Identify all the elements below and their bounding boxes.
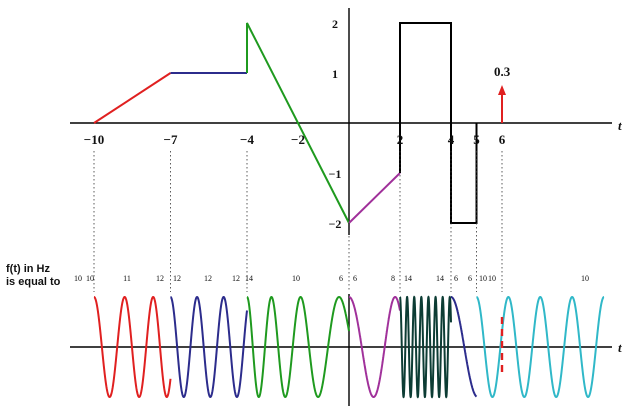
freq-caption-line2: is equal to xyxy=(6,276,61,288)
freq-label: 10 xyxy=(479,274,487,283)
freq-label: 14 xyxy=(436,274,444,283)
freq-label: 12 xyxy=(232,274,240,283)
chirp-segment-2 xyxy=(246,295,350,399)
x-tick-label: −10 xyxy=(84,132,104,147)
freq-label: 6 xyxy=(353,274,357,283)
chirp-segment-4 xyxy=(399,295,452,399)
chirp-segment-1 xyxy=(170,295,248,399)
segment-red-0 xyxy=(93,72,172,124)
t-axis-label-bottom: t xyxy=(618,340,622,355)
freq-label: 12 xyxy=(173,274,181,283)
x-tick-label: −2 xyxy=(291,132,305,147)
freq-label: 6 xyxy=(339,274,343,283)
freq-label: 12 xyxy=(156,274,164,283)
freq-label: 6 xyxy=(468,274,472,283)
x-tick-label: 5 xyxy=(473,132,480,147)
t-axis-label-top: t xyxy=(618,118,622,133)
x-tick-label: 6 xyxy=(499,132,506,147)
y-tick-label: −1 xyxy=(329,167,342,181)
chirp-segment-0 xyxy=(93,295,172,399)
chirp-waveform xyxy=(70,294,612,406)
freq-label: 6 xyxy=(454,274,458,283)
guide-lines: 10 10 11 12 12 12 12 14 10 6 6 8 14 14 6 6 10 10 10 xyxy=(74,151,589,292)
impulse-label: 0.3 xyxy=(494,64,511,79)
freq-label: 10 xyxy=(86,274,94,283)
freq-caption-line1: f(t) in Hz xyxy=(6,263,50,275)
y-tick-label: −2 xyxy=(329,217,342,231)
freq-label: 12 xyxy=(204,274,212,283)
freq-label: 10 xyxy=(292,274,300,283)
y-tick-label: 1 xyxy=(332,67,338,81)
x-tick-label: 2 xyxy=(397,132,404,147)
impulse-arrowhead xyxy=(498,85,506,95)
x-tick-label: −4 xyxy=(240,132,254,147)
segment-black-4 xyxy=(399,22,478,224)
segment-green-2 xyxy=(246,22,350,224)
freq-label: 10 xyxy=(488,274,496,283)
freq-label: 11 xyxy=(123,274,131,283)
segment-purple-3 xyxy=(348,172,401,224)
chirp-segment-5 xyxy=(450,296,478,398)
freq-label: 14 xyxy=(245,274,253,283)
freq-label: 14 xyxy=(404,274,412,283)
chirp-segment-3 xyxy=(348,296,401,398)
freq-label: 8 xyxy=(391,274,395,283)
freq-label: 10 xyxy=(581,274,589,283)
freq-label: 10 xyxy=(74,274,82,283)
chirp-segment-6 xyxy=(476,295,605,398)
x-tick-label: −7 xyxy=(164,132,178,147)
piecewise-plot: 2 1 −1 −2 −10 −7 −4 −2 2 4 5 6 xyxy=(70,8,612,235)
x-tick-label: 4 xyxy=(448,132,455,147)
y-tick-label: 2 xyxy=(332,17,338,31)
